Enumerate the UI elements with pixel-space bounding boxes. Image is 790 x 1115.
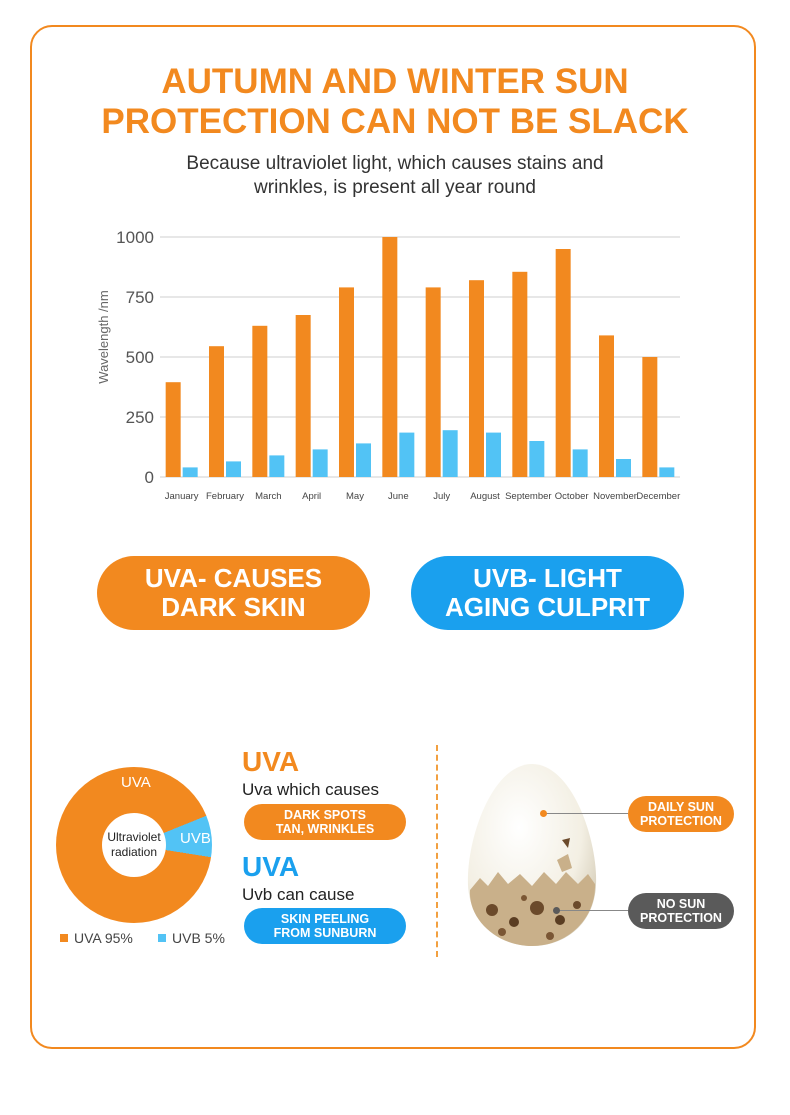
uva-pill-line-1: UVA- CAUSES [144, 563, 323, 593]
uva-effect-line-1: DARK SPOTS [284, 808, 366, 822]
title-line-1: AUTUMN AND WINTER SUN [161, 62, 629, 101]
subtitle-line-2: wrinkles, is present all year round [254, 177, 536, 198]
none-callout-line-1: NO SUN [656, 897, 706, 911]
no-protection-callout: NO SUN PROTECTION [628, 893, 734, 929]
daily-callout-line-1: DAILY SUN [648, 800, 714, 814]
uva-bar [209, 346, 224, 477]
daily-callout-line [544, 813, 628, 814]
y-tick-label: 1000 [116, 228, 154, 247]
uvb-effect-line-2: FROM SUNBURN [273, 926, 377, 940]
x-tick-label: September [505, 491, 551, 502]
donut-center: Ultraviolet radiation [102, 813, 166, 877]
legend-uvb-swatch [158, 934, 166, 942]
uva-bar [165, 382, 181, 477]
donut-uva-label: UVA [121, 774, 151, 791]
uvb-pill: UVB- LIGHT AGING CULPRIT [411, 556, 684, 630]
uva-effect-line-2: TAN, WRINKLES [275, 822, 375, 836]
uva-bar [599, 335, 614, 477]
uvb-bar [226, 461, 241, 477]
uvb-bar [269, 455, 285, 477]
x-tick-label: July [433, 491, 450, 502]
uva-bar [252, 325, 268, 477]
none-callout-dot [553, 907, 560, 914]
legend-uva-text: UVA 95% [74, 930, 133, 946]
uva-bar [512, 271, 528, 477]
content-frame [30, 25, 756, 1049]
uv-radiation-donut-chart: Ultraviolet radiation [56, 767, 212, 923]
none-callout-line-2: PROTECTION [640, 911, 722, 925]
uva-pill: UVA- CAUSES DARK SKIN [97, 556, 370, 630]
uva-bar [339, 287, 354, 477]
uvb-bar [442, 430, 458, 477]
donut-center-line-1: Ultraviolet [107, 830, 161, 844]
daily-protection-callout: DAILY SUN PROTECTION [628, 796, 734, 832]
x-tick-label: January [165, 491, 199, 502]
x-tick-label: October [555, 491, 589, 502]
legend-uvb: UVB 5% [158, 930, 225, 946]
uvb-description: Uvb can cause [242, 885, 355, 904]
uva-bar [469, 280, 484, 477]
daily-callout-dot [540, 810, 547, 817]
uva-bar [425, 287, 441, 477]
legend-uva: UVA 95% [60, 930, 133, 946]
x-tick-label: March [255, 491, 281, 502]
uvb-bar [182, 467, 198, 477]
subtitle-line-1: Because ultraviolet light, which causes … [186, 153, 604, 174]
uva-bar [642, 357, 658, 477]
subtitle: Because ultraviolet light, which causes … [0, 152, 790, 200]
title-line-2: PROTECTION CAN NOT BE SLACK [101, 102, 689, 141]
y-axis-label: Wavelength /nm [96, 290, 111, 383]
dashed-divider [436, 745, 438, 957]
y-tick-label: 250 [126, 408, 154, 427]
x-tick-label: April [302, 491, 321, 502]
uvb-bar [659, 467, 675, 477]
uva-bar [382, 237, 398, 477]
donut-center-line-2: radiation [110, 845, 158, 859]
uvb-effect-tag: SKIN PEELING FROM SUNBURN [244, 908, 406, 944]
uvb-bar [572, 449, 588, 477]
y-tick-label: 0 [145, 468, 154, 487]
x-tick-label: December [636, 491, 680, 502]
none-callout-line [557, 910, 628, 911]
donut-uvb-label: UVB [180, 830, 211, 847]
page-title: AUTUMN AND WINTER SUN PROTECTION CAN NOT… [0, 62, 790, 142]
x-tick-label: February [206, 491, 244, 502]
uva-bar [555, 249, 571, 477]
uva-heading: UVA [242, 746, 300, 777]
uvb-bar [529, 441, 545, 477]
uva-pill-line-2: DARK SKIN [161, 592, 306, 622]
uvb-bar [312, 449, 328, 477]
uvb-bar [486, 432, 501, 477]
monthly-uv-bar-chart: 0 250 500 750 1000 Wavelength /nm January Febru… [96, 228, 680, 502]
quail-egg-image [467, 764, 597, 946]
legend-uvb-text: UVB 5% [172, 930, 225, 946]
x-tick-label: August [470, 491, 500, 502]
y-tick-label: 750 [126, 288, 154, 307]
x-tick-label: May [346, 491, 364, 502]
daily-callout-line-2: PROTECTION [640, 814, 722, 828]
x-tick-label: November [593, 491, 637, 502]
uva-description: Uva which causes [242, 780, 380, 799]
uvb-bar [356, 443, 371, 477]
uvb-bar [616, 459, 631, 477]
uvb-pill-line-2: AGING CULPRIT [444, 592, 651, 622]
uvb-heading: UVA [242, 851, 300, 882]
x-tick-label: June [388, 491, 409, 502]
uvb-pill-line-1: UVB- LIGHT [473, 563, 622, 593]
uva-effect-tag: DARK SPOTS TAN, WRINKLES [244, 804, 406, 840]
uvb-effect-line-1: SKIN PEELING [280, 912, 370, 926]
legend-uva-swatch [60, 934, 68, 942]
y-tick-label: 500 [126, 348, 154, 367]
uva-bar [295, 315, 311, 477]
uvb-bar [399, 432, 415, 477]
